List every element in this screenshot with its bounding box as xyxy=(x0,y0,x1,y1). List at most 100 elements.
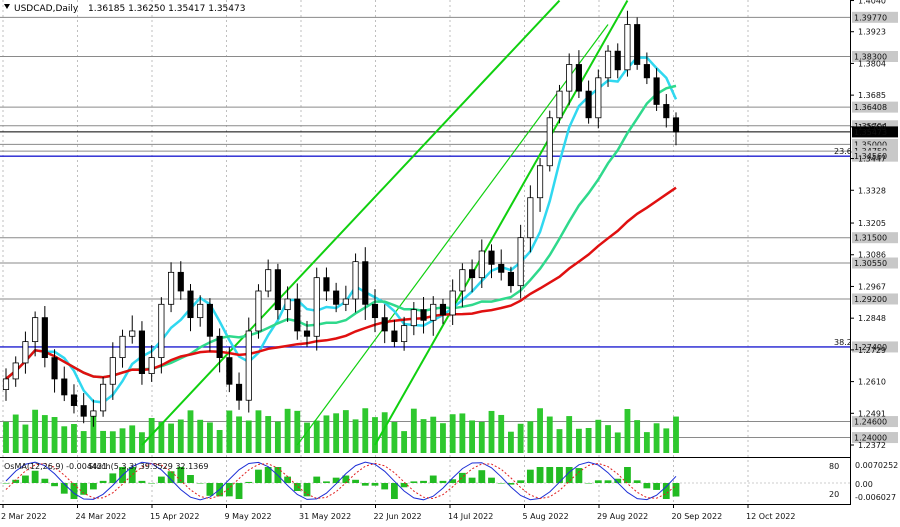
candle-body xyxy=(265,269,272,292)
candle-body xyxy=(148,357,155,374)
osma-bar xyxy=(70,483,78,499)
osma-bar xyxy=(148,483,156,484)
volume-bar xyxy=(595,419,602,453)
volume-bar xyxy=(508,431,514,453)
volume-bar xyxy=(109,431,116,453)
volume-bar xyxy=(168,423,174,453)
volume-bar xyxy=(216,429,223,453)
candle-body xyxy=(566,64,573,92)
price-tick-label: 1.4040 xyxy=(858,0,886,6)
osma-bar xyxy=(478,470,486,483)
level-label: 1.35704 xyxy=(854,122,887,131)
volume-bar xyxy=(274,421,281,453)
candle-body xyxy=(498,263,505,273)
volume-bar xyxy=(313,420,320,453)
volume-bar xyxy=(537,408,543,453)
candle-body xyxy=(284,298,291,311)
osma-bar xyxy=(633,480,641,483)
osma-bar xyxy=(99,480,107,483)
osma-bar xyxy=(342,475,350,483)
osma-bar xyxy=(449,479,457,483)
candle-body xyxy=(342,298,349,305)
osma-bar xyxy=(196,483,204,484)
volume-bar xyxy=(158,422,165,453)
candle-body xyxy=(2,378,10,390)
candle-body xyxy=(323,277,330,292)
price-tick-label: 1.2848 xyxy=(858,314,886,323)
osma-bar xyxy=(2,483,10,484)
osma-bar xyxy=(391,483,398,499)
osma-bar xyxy=(400,483,408,488)
volume-bar xyxy=(245,420,252,453)
price-tick-label: 1.3685 xyxy=(858,91,886,100)
candle-body xyxy=(614,50,621,71)
candle-body xyxy=(129,330,136,337)
volume-bar xyxy=(226,410,233,453)
osma-bar xyxy=(653,483,660,490)
osma-bar xyxy=(245,481,253,483)
candle-body xyxy=(70,394,78,406)
level-tag xyxy=(852,50,898,62)
volume-bar xyxy=(459,413,466,453)
osma-bar xyxy=(536,467,544,483)
osma-bar xyxy=(643,483,651,489)
volume-bar xyxy=(61,426,68,453)
volume-bar xyxy=(51,417,58,453)
price-tick-label: 1.3923 xyxy=(858,28,886,37)
volume-bar xyxy=(566,416,573,453)
candle-body xyxy=(119,335,126,359)
candle-body xyxy=(430,303,437,321)
candle-body xyxy=(177,271,184,292)
level-tag xyxy=(852,150,898,162)
volume-bar xyxy=(372,417,378,453)
volume-bar xyxy=(90,410,97,453)
level-tag xyxy=(852,101,898,113)
time-tick-label: 15 Apr 2022 xyxy=(150,512,199,521)
candle-body xyxy=(362,261,369,305)
candle-body xyxy=(352,261,359,300)
osma-bar xyxy=(235,483,243,499)
level-label: 1.24600 xyxy=(854,418,887,427)
level-label: 1.39770 xyxy=(854,13,887,22)
candle-body xyxy=(575,64,582,92)
candle-body xyxy=(158,303,165,359)
osma-bar xyxy=(507,483,515,485)
stoch-80-label: 80 xyxy=(829,462,839,471)
candle-body xyxy=(12,362,19,380)
osma-bar xyxy=(89,483,97,490)
time-tick-label: 9 May 2022 xyxy=(225,512,272,521)
candle-body xyxy=(634,24,641,65)
fib-label: 38.2 xyxy=(834,338,852,347)
level-label: 1.35000 xyxy=(854,140,887,149)
volume-bar xyxy=(100,430,107,453)
volume-bar xyxy=(498,414,505,453)
level-tag xyxy=(852,138,898,150)
volume-bar xyxy=(634,420,641,453)
candle-body xyxy=(449,290,456,316)
osma-bar xyxy=(361,483,369,486)
volume-bar xyxy=(294,410,301,453)
volume-bar xyxy=(527,421,534,453)
osma-bar xyxy=(371,483,379,486)
price-tick-label: 1.2610 xyxy=(858,378,886,387)
volume-bar xyxy=(333,413,340,453)
candle-body xyxy=(595,77,602,119)
osma-bar xyxy=(458,472,466,483)
osma-bar xyxy=(604,480,612,483)
price-tick-label: 1.3086 xyxy=(858,251,886,260)
price-tick-label: 1.3447 xyxy=(858,155,886,164)
candle-body xyxy=(624,24,631,71)
trend-channel-line xyxy=(141,0,561,446)
candle-body xyxy=(109,357,116,385)
osma-bar xyxy=(556,467,563,483)
stoch-main-line xyxy=(5,461,677,501)
osma-bar xyxy=(439,480,447,483)
candle-body xyxy=(604,50,612,79)
candle-body xyxy=(546,117,553,167)
volume-bar xyxy=(488,410,495,453)
osma-bar xyxy=(323,481,330,483)
candle-body xyxy=(439,303,447,316)
osma-bar xyxy=(468,477,476,483)
candle-body xyxy=(507,271,514,287)
collapse-arrow-icon[interactable] xyxy=(4,4,10,9)
